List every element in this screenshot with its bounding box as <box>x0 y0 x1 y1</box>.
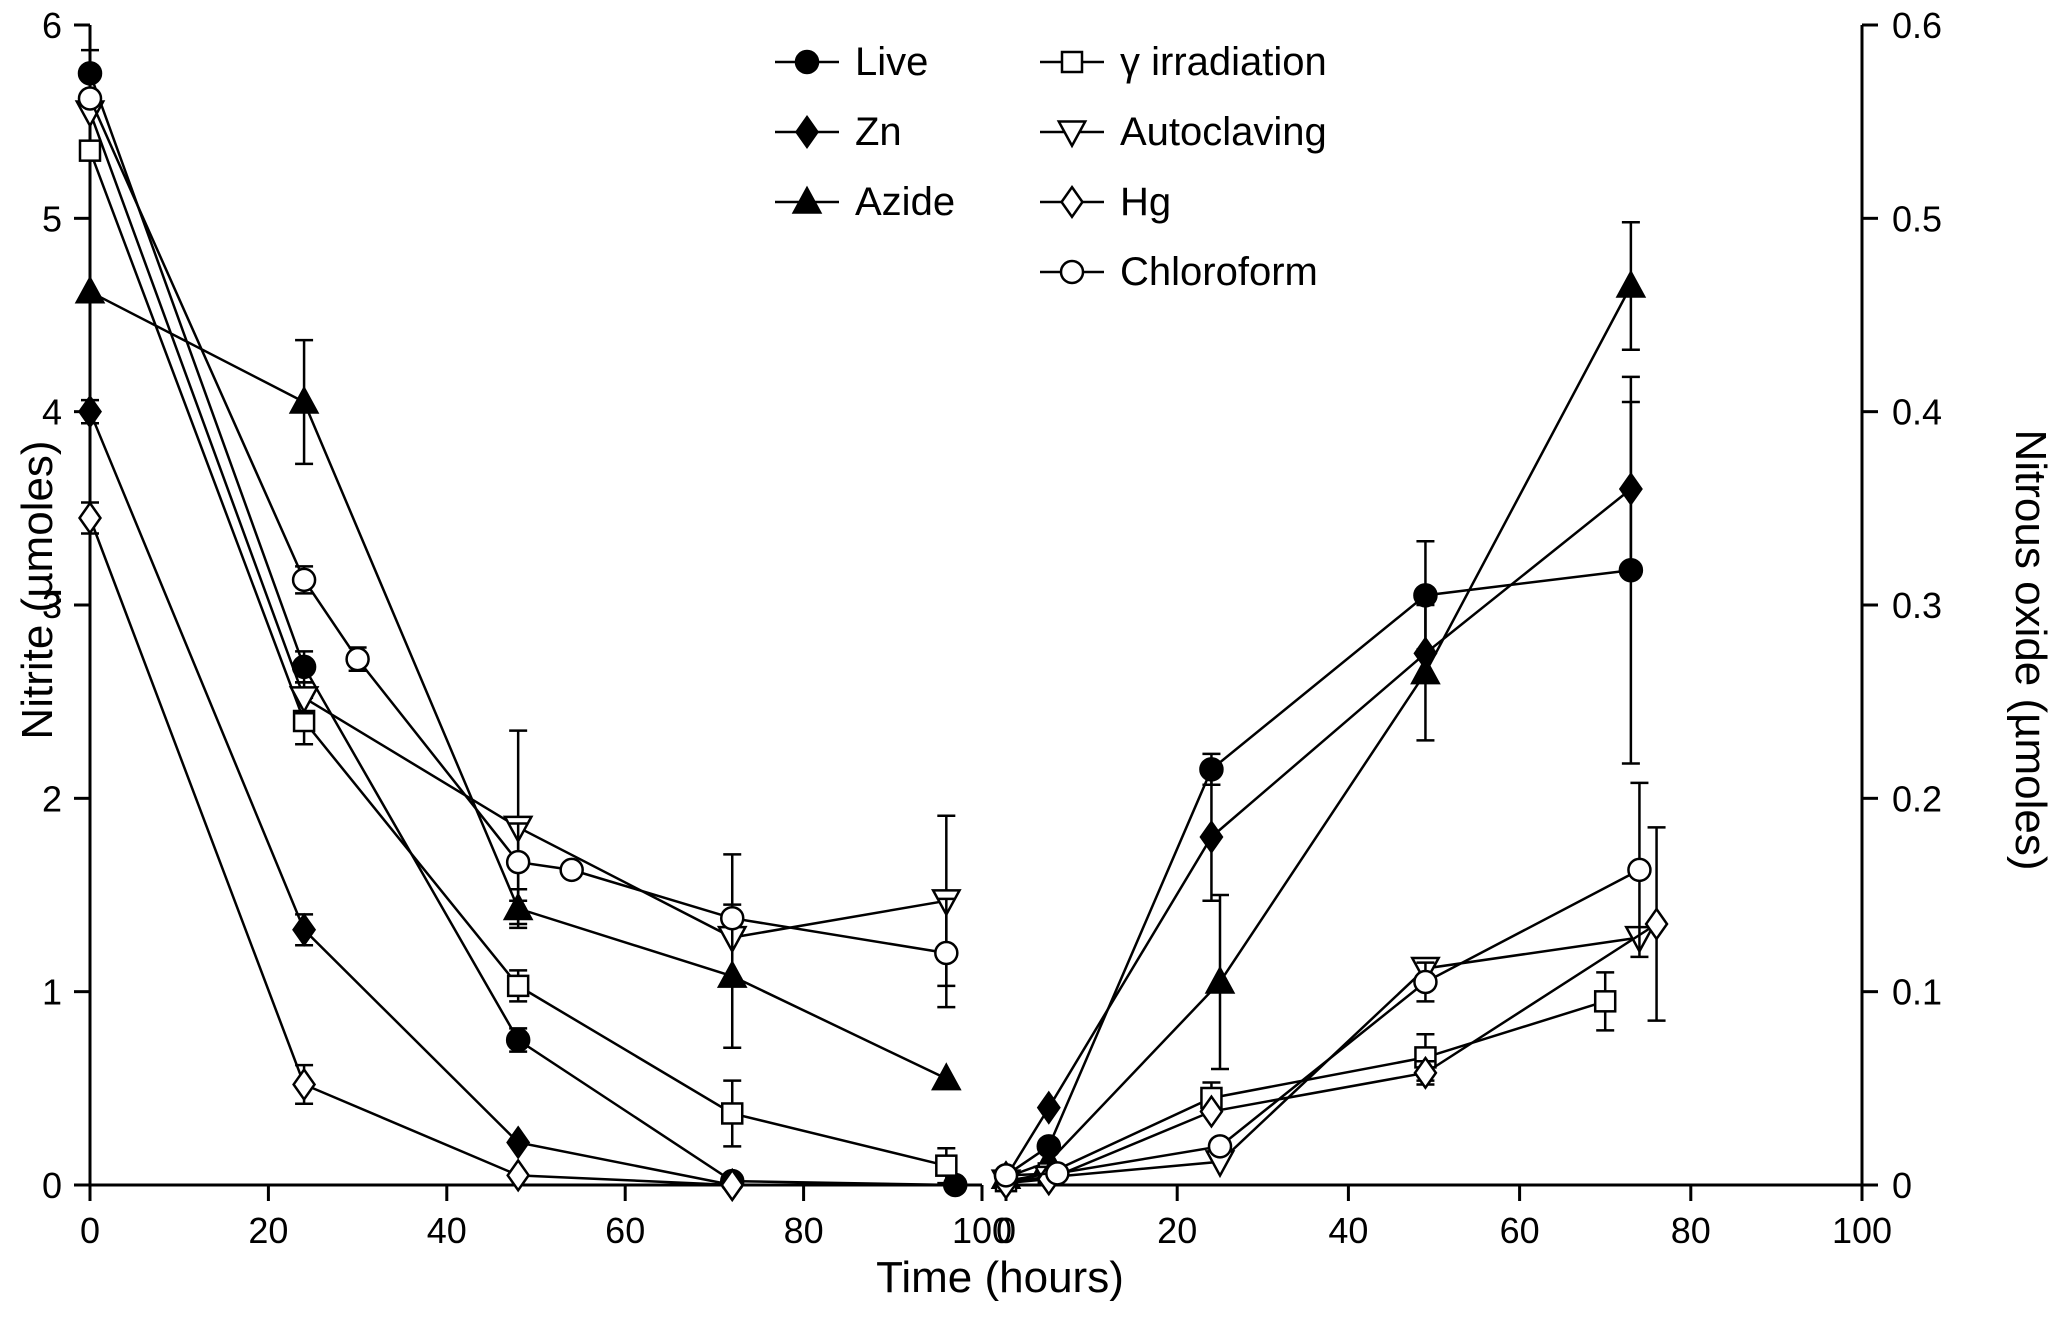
series-chloroform-nitrous-oxide <box>993 781 1652 1188</box>
svg-text:0.1: 0.1 <box>1892 972 1942 1013</box>
legend-item-live: Live <box>775 40 928 84</box>
svg-text:Autoclaving: Autoclaving <box>1120 110 1327 154</box>
svg-text:0: 0 <box>42 1165 62 1206</box>
svg-text:40: 40 <box>427 1210 467 1251</box>
svg-text:0: 0 <box>1892 1165 1912 1206</box>
y-axis-label-nitrous-oxide: Nitrous oxide (µmoles) <box>2006 429 2055 871</box>
svg-text:0.6: 0.6 <box>1892 5 1942 46</box>
legend-item-zn: Zn <box>775 110 902 154</box>
svg-text:0.5: 0.5 <box>1892 198 1942 239</box>
svg-text:0.2: 0.2 <box>1892 778 1942 819</box>
svg-text:2: 2 <box>42 778 62 819</box>
legend-item-hg: Hg <box>1040 180 1171 224</box>
series-azide-nitrite <box>74 275 962 1091</box>
series-zn-nitrous-oxide <box>994 400 1643 1195</box>
legend-item-chloroform: Chloroform <box>1040 250 1318 294</box>
svg-text:40: 40 <box>1328 1210 1368 1251</box>
series-azide-nitrous-oxide <box>990 220 1647 1189</box>
svg-text:20: 20 <box>1157 1210 1197 1251</box>
svg-text:3: 3 <box>42 585 62 626</box>
series-hg-nitrite <box>78 500 745 1203</box>
svg-text:4: 4 <box>42 392 62 433</box>
series-chloroform-nitrite <box>77 86 959 1009</box>
legend: Live Zn Azide γ irradiation Autoclaving Hg Chl… <box>775 40 1327 294</box>
series-zn-nitrite <box>78 394 745 1203</box>
svg-text:60: 60 <box>1500 1210 1540 1251</box>
svg-text:0: 0 <box>80 1210 100 1251</box>
svg-text:80: 80 <box>784 1210 824 1251</box>
legend-item-autoclaving: Autoclaving <box>1040 110 1327 154</box>
svg-text:γ irradiation: γ irradiation <box>1120 40 1327 84</box>
legend-item-irradiation: γ irradiation <box>1040 40 1327 84</box>
svg-text:100: 100 <box>1832 1210 1892 1251</box>
svg-text:100: 100 <box>952 1210 1012 1251</box>
svg-text:0: 0 <box>996 1210 1016 1251</box>
svg-text:Chloroform: Chloroform <box>1120 250 1318 294</box>
svg-text:Live: Live <box>855 40 928 84</box>
svg-text:80: 80 <box>1671 1210 1711 1251</box>
svg-text:Zn: Zn <box>855 110 902 154</box>
axes-nitrite: 0 20 40 60 80 100 0 1 2 3 4 5 6 <box>42 5 1012 1251</box>
svg-text:60: 60 <box>605 1210 645 1251</box>
svg-text:5: 5 <box>42 198 62 239</box>
svg-text:20: 20 <box>248 1210 288 1251</box>
y-axis-label-nitrite: Nitrite (µmoles) <box>13 440 62 740</box>
svg-text:6: 6 <box>42 5 62 46</box>
series-irradiation-nitrite <box>78 139 958 1185</box>
svg-text:Azide: Azide <box>855 180 955 224</box>
svg-text:0.3: 0.3 <box>1892 585 1942 626</box>
series-hg-nitrous-oxide <box>994 826 1669 1201</box>
x-axis-label-time: Time (hours) <box>876 1253 1124 1302</box>
svg-text:1: 1 <box>42 972 62 1013</box>
series-live-nitrous-oxide <box>993 375 1644 1188</box>
legend-item-azide: Azide <box>775 180 955 224</box>
svg-text:0.4: 0.4 <box>1892 392 1942 433</box>
svg-text:Hg: Hg <box>1120 180 1171 224</box>
